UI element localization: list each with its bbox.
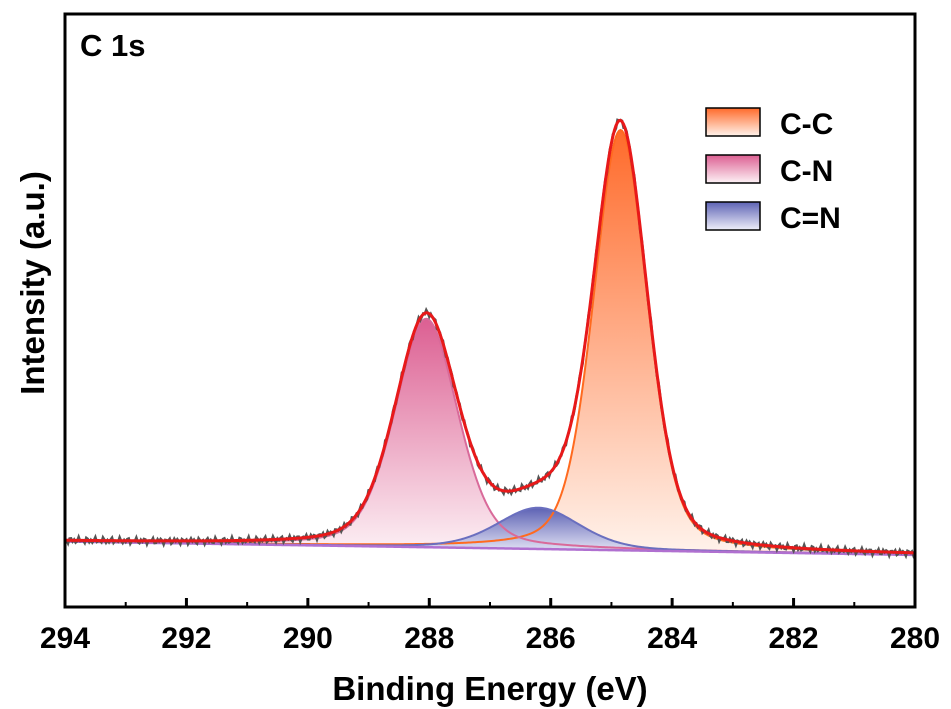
legend-swatch-c-n	[705, 201, 761, 231]
baseline-line	[64, 540, 916, 557]
x-tick-label: 292	[161, 622, 211, 655]
x-tick-label: 288	[404, 622, 454, 655]
legend-label-c-n: C-N	[780, 155, 833, 188]
x-tick-label: 290	[283, 622, 333, 655]
legend-label-c-c: C-C	[780, 108, 833, 141]
y-axis-title: Intensity (a.u.)	[14, 171, 51, 395]
component-fills	[65, 130, 915, 555]
x-tick-label: 280	[890, 622, 940, 655]
legend-swatch-c-c	[705, 107, 761, 137]
envelope-line	[64, 118, 916, 555]
legend-swatch-c-n	[705, 154, 761, 184]
x-tick-label: 284	[647, 622, 697, 655]
component-line-c-c	[64, 128, 916, 555]
component-fill-c-n	[65, 507, 915, 555]
x-axis-title: Binding Energy (eV)	[332, 670, 647, 707]
x-axis-ticks: 294 292 290 288 286 284 282 280	[40, 598, 940, 655]
x-tick-label: 286	[526, 622, 576, 655]
legend-label-c-n: C=N	[780, 202, 841, 235]
curve-lines	[64, 118, 917, 560]
component-fill-c-n	[65, 318, 915, 555]
x-tick-label: 282	[769, 622, 819, 655]
legend: C-C C-N C=N	[705, 107, 841, 235]
component-fill-c-c	[65, 130, 915, 555]
x-tick-label: 294	[40, 622, 90, 655]
panel-label: C 1s	[80, 28, 145, 63]
